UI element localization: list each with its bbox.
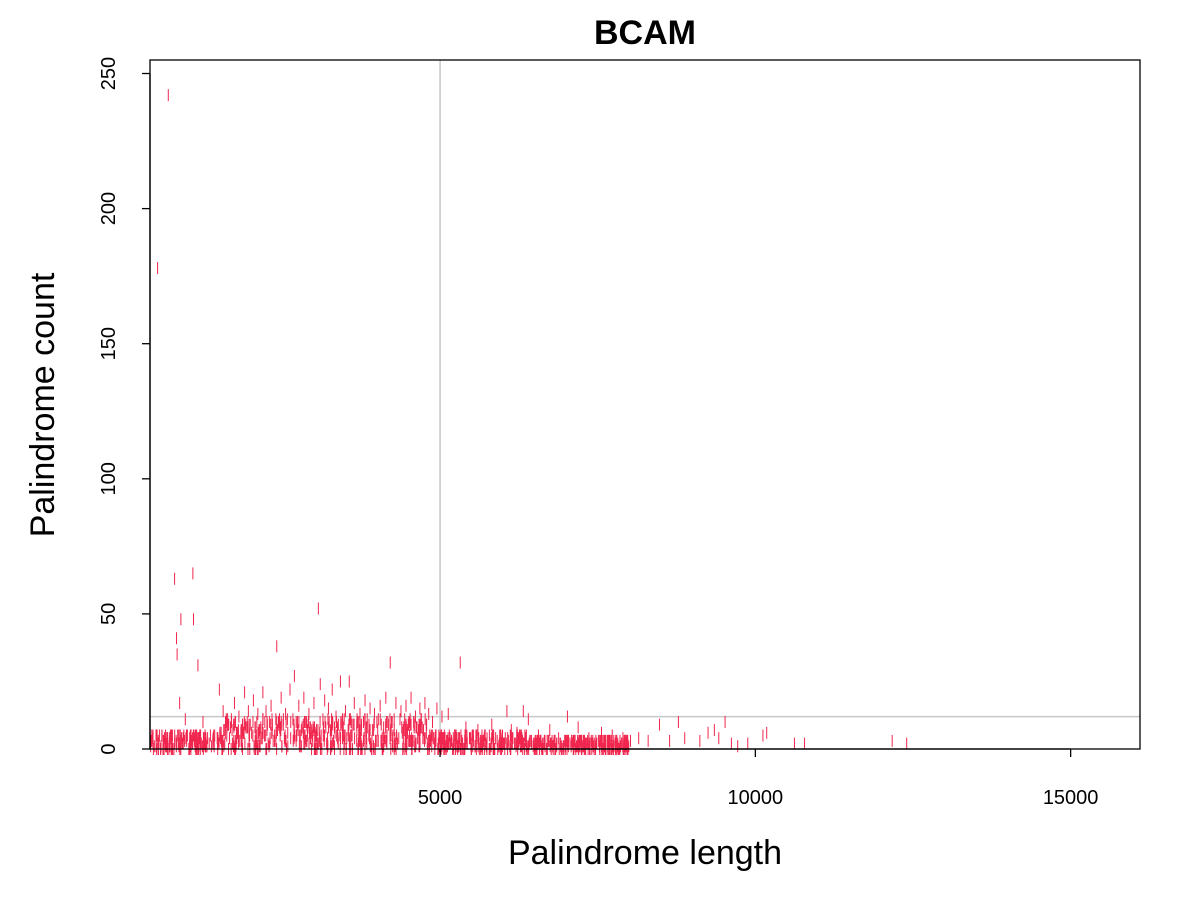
y-tick-label: 100 [98, 462, 120, 495]
reference-lines [150, 60, 1140, 749]
y-tick-label: 0 [98, 743, 120, 754]
y-tick-label: 150 [98, 327, 120, 360]
x-tick-label: 5000 [418, 787, 463, 809]
x-axis: 5000 10000 15000 [418, 748, 1099, 809]
y-axis-label: Palindrome count [24, 272, 62, 537]
data-marks [150, 89, 908, 755]
x-axis-label: Palindrome length [508, 834, 782, 872]
x-tick-label: 10000 [728, 787, 784, 809]
plot-frame [149, 59, 1141, 750]
y-tick-label: 250 [98, 57, 120, 90]
chart-title: BCAM [594, 14, 696, 52]
y-tick-label: 200 [98, 192, 120, 225]
x-tick-label: 15000 [1043, 787, 1099, 809]
y-tick-label: 50 [98, 603, 120, 625]
y-axis: 0 50 100 150 200 250 [98, 57, 151, 755]
